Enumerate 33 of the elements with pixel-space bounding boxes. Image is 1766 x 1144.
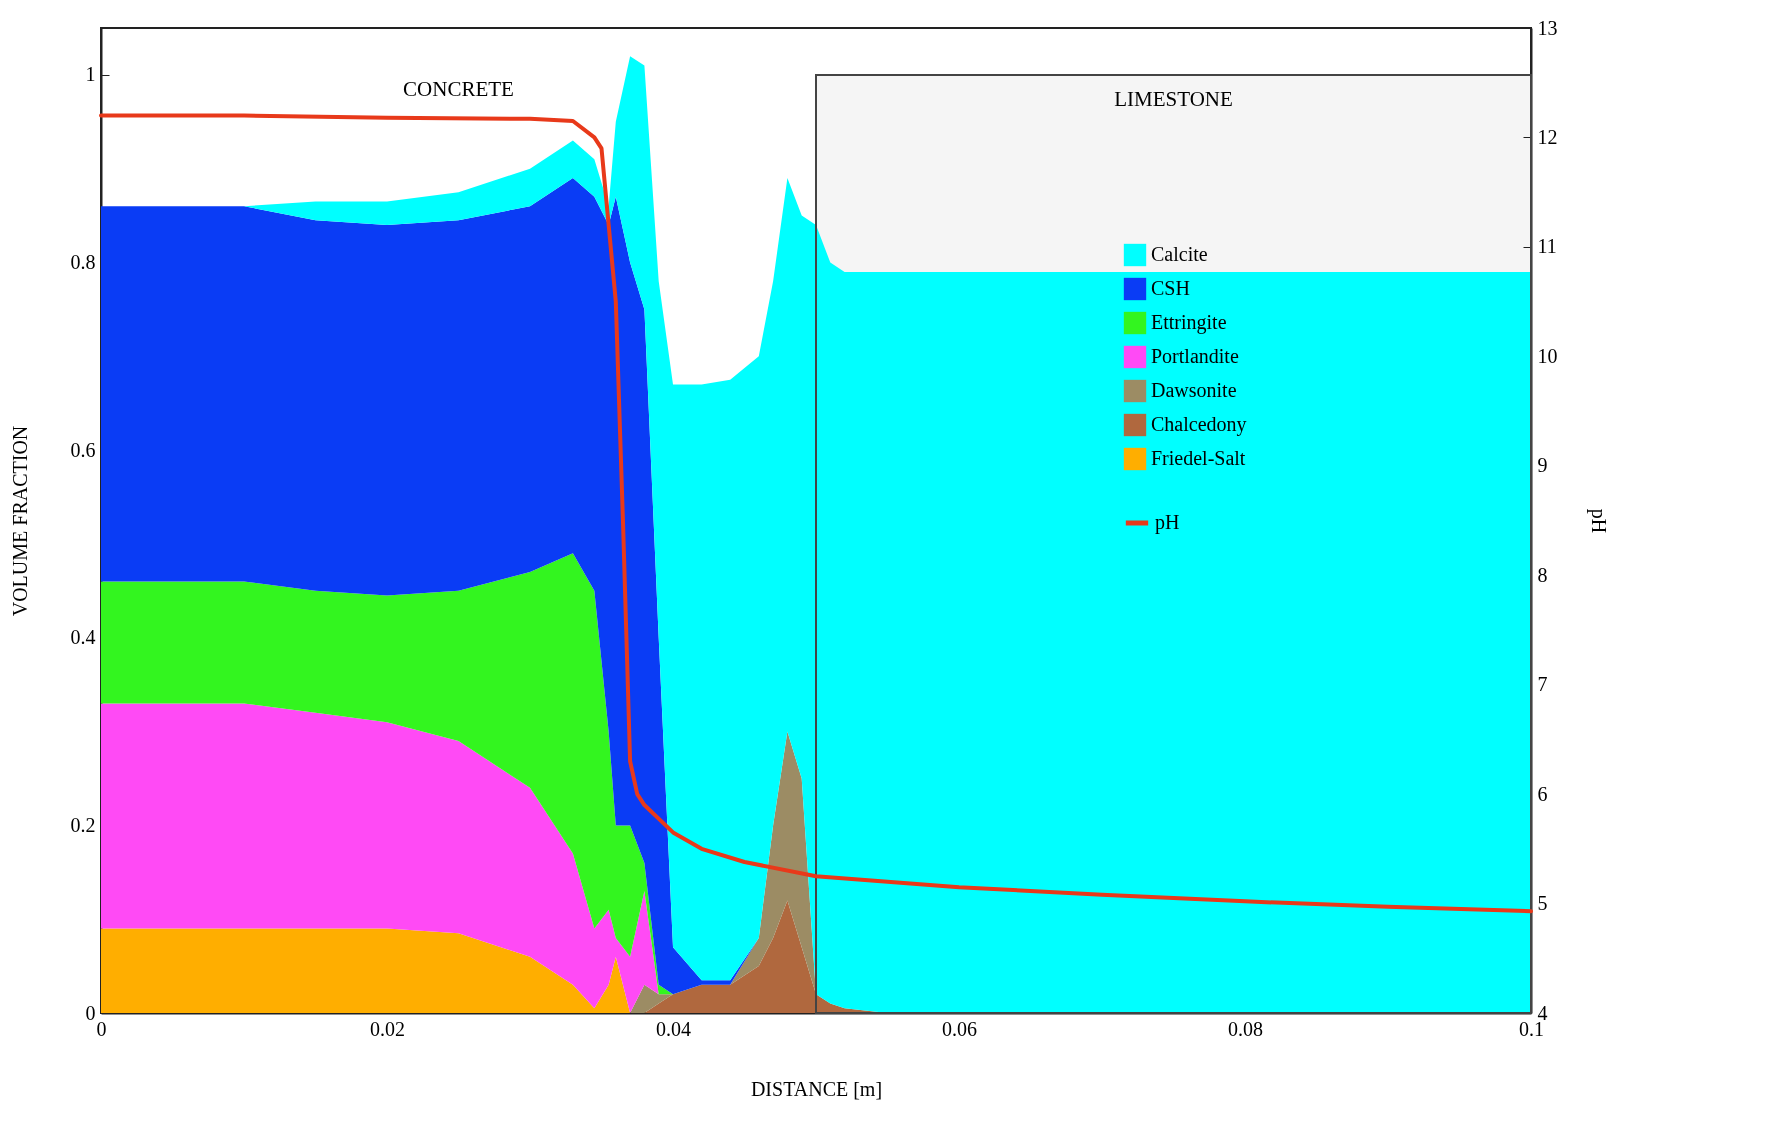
legend-label: Dawsonite: [1151, 379, 1237, 401]
annotation: CONCRETE: [403, 76, 514, 101]
band-label: LIMESTONE: [1114, 86, 1233, 111]
x-tick-label: 0.06: [942, 1017, 977, 1040]
y-tick-label: 0.4: [70, 626, 96, 649]
y-tick-label: 0.8: [70, 251, 96, 274]
y2-tick-label: 11: [1537, 235, 1557, 258]
legend-label: CSH: [1151, 277, 1190, 299]
line-series: [99, 113, 1533, 914]
x-tick-label: 0.02: [370, 1017, 405, 1040]
y2-tick-label: 6: [1537, 782, 1548, 805]
legend-label: Ettringite: [1151, 311, 1227, 334]
y2-tick-label: 9: [1537, 454, 1548, 477]
y-tick-label: 0.2: [70, 813, 96, 836]
y-tick-label: 0: [85, 1001, 96, 1024]
y-tick-label: 1: [85, 63, 96, 86]
y2-tick-label: 5: [1537, 892, 1548, 915]
legend-label: Portlandite: [1151, 345, 1239, 367]
y2-tick-label: 10: [1537, 344, 1558, 367]
legend-label: Calcite: [1151, 243, 1208, 265]
legend-label: Chalcedony: [1151, 413, 1247, 436]
y-tick-label: 0.6: [70, 438, 96, 461]
legend-label: Friedel-Salt: [1151, 447, 1246, 469]
y2-tick-label: 13: [1537, 16, 1558, 39]
x-tick-label: 0.04: [656, 1017, 691, 1040]
x-axis-title: DISTANCE [m]: [750, 1077, 883, 1100]
y2-tick-label: 8: [1537, 563, 1548, 586]
y2-axis-title: pH: [1586, 508, 1610, 534]
y2-tick-label: 7: [1537, 673, 1548, 696]
legend-label: pH: [1155, 511, 1180, 534]
x-tick-label: 0.08: [1228, 1017, 1263, 1040]
y2-tick-label: 12: [1537, 125, 1558, 148]
y-axis-title: VOLUME FRACTION: [8, 425, 31, 617]
